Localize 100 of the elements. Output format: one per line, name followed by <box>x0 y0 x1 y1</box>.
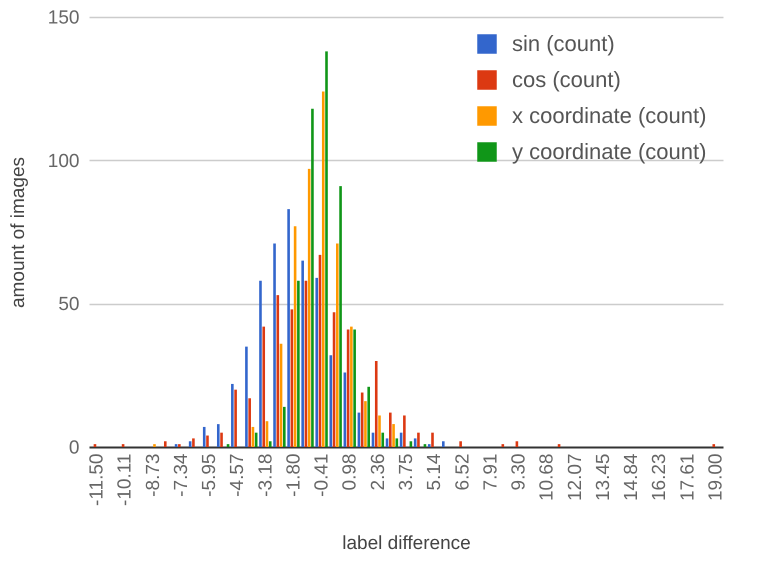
bar <box>502 444 504 447</box>
bar <box>403 415 406 447</box>
bar <box>248 398 251 447</box>
bar <box>206 436 209 447</box>
bar <box>322 92 325 447</box>
x-tick-label: 7.91 <box>480 454 502 490</box>
x-tick-label: -0.41 <box>312 454 333 497</box>
x-tick-label: -11.50 <box>86 454 108 506</box>
x-axis-title: label difference <box>342 532 471 554</box>
bar <box>336 243 339 447</box>
bar <box>367 386 370 447</box>
y-tick-label: 50 <box>58 294 80 316</box>
bar <box>259 280 262 447</box>
x-tick-label: -4.57 <box>227 454 248 497</box>
x-tick-label: 12.07 <box>564 454 586 502</box>
bar <box>178 444 181 447</box>
x-tick-label: 10.68 <box>536 454 558 502</box>
y-axis-title: amount of images <box>8 156 29 308</box>
x-tick-label: 5.14 <box>424 453 446 490</box>
x-tick-label: 13.45 <box>592 454 614 502</box>
x-tick-label: -7.34 <box>170 453 192 497</box>
legend-label: cos (count) <box>512 67 621 92</box>
bar <box>378 415 381 447</box>
bar <box>188 441 192 447</box>
bar <box>254 432 258 447</box>
bar <box>287 209 290 447</box>
bar <box>325 51 328 447</box>
bar <box>276 295 280 447</box>
bar <box>372 432 374 447</box>
bar <box>381 432 384 447</box>
x-tick-label: 17.61 <box>677 454 698 502</box>
bar <box>346 329 350 447</box>
bar <box>417 432 420 447</box>
x-tick-label: 0.98 <box>340 454 361 490</box>
legend-label: x coordinate (count) <box>512 103 706 128</box>
bar <box>174 444 178 447</box>
bar <box>558 444 560 447</box>
legend-label: sin (count) <box>512 31 615 56</box>
x-tick-label: -1.80 <box>283 454 304 497</box>
bar <box>231 384 234 447</box>
x-tick-label: 16.23 <box>649 454 670 502</box>
bar <box>353 329 356 447</box>
bar <box>414 438 416 447</box>
bar <box>400 432 402 447</box>
x-tick-label: 3.75 <box>396 454 417 490</box>
bar <box>192 438 195 447</box>
x-tick-label: -5.95 <box>199 454 220 497</box>
bar <box>318 254 322 447</box>
bar <box>374 361 378 447</box>
bar <box>410 441 412 447</box>
bar <box>283 406 286 447</box>
bar <box>712 444 716 447</box>
bar <box>202 426 206 447</box>
bar <box>386 438 388 447</box>
bar <box>459 441 462 447</box>
bar <box>153 444 156 447</box>
bar <box>226 444 230 447</box>
bar <box>301 260 304 447</box>
bar <box>428 444 431 447</box>
bar <box>216 424 220 447</box>
bar <box>339 186 342 447</box>
bar <box>294 226 296 447</box>
bar <box>315 278 318 447</box>
bar <box>360 392 364 447</box>
bar <box>308 168 310 447</box>
bar <box>280 344 282 447</box>
legend-label: y coordinate (count) <box>512 139 706 164</box>
y-tick-label: 100 <box>48 150 80 172</box>
bar <box>273 243 276 447</box>
x-tick-label: -3.18 <box>255 454 276 497</box>
bar <box>94 444 96 447</box>
bar <box>220 432 223 447</box>
x-tick-label: 6.52 <box>452 454 474 490</box>
bar <box>364 401 367 447</box>
x-tick-label: -10.11 <box>114 454 136 506</box>
bar <box>164 441 167 447</box>
bar <box>268 441 272 447</box>
bar <box>431 432 434 447</box>
bar <box>358 412 360 447</box>
bar <box>297 280 300 447</box>
bar <box>290 309 294 447</box>
y-tick-label: 0 <box>68 438 80 458</box>
bar <box>392 424 395 447</box>
bar <box>304 280 308 447</box>
bar <box>266 421 268 447</box>
bar <box>329 355 332 447</box>
bar <box>245 346 248 447</box>
bar <box>442 441 445 447</box>
bar <box>424 444 426 447</box>
bar <box>252 426 254 447</box>
bar <box>344 372 346 447</box>
bar <box>396 438 398 447</box>
y-tick-label: 150 <box>48 8 80 28</box>
bar <box>234 390 237 447</box>
x-tick-label: 2.36 <box>368 454 389 490</box>
bar <box>262 326 266 447</box>
x-tick-label: -8.73 <box>142 454 164 497</box>
bar <box>389 412 392 447</box>
x-tick-label: 19.00 <box>705 454 726 502</box>
bar <box>350 326 353 447</box>
